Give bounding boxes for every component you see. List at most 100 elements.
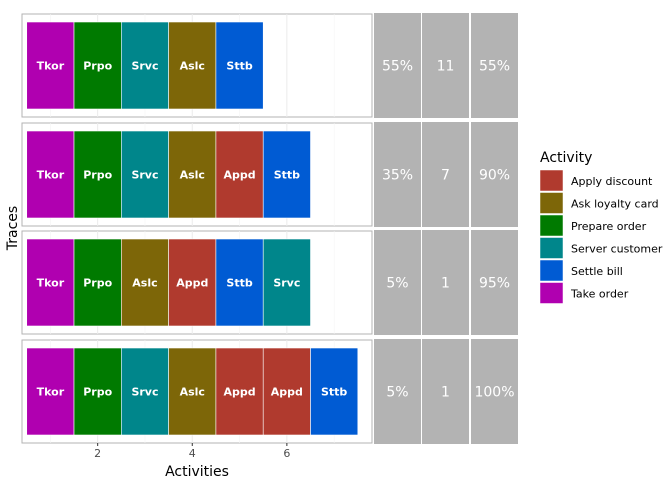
- activity-tile-label: Tkor: [37, 169, 65, 182]
- activity-tile: [215, 238, 264, 327]
- y-axis-title: Traces: [5, 206, 21, 251]
- legend-label: Server customer: [571, 243, 663, 256]
- relative-frequency-label: 5%: [386, 276, 408, 292]
- legend-label: Apply discount: [571, 175, 653, 188]
- stat-cell-background: [471, 339, 518, 444]
- x-tick-label: 6: [283, 447, 290, 460]
- activity-tile-label: Appd: [176, 277, 208, 290]
- legend-swatch: [539, 259, 564, 282]
- activity-tile: [26, 130, 75, 219]
- relative-frequency-label: 5%: [386, 385, 408, 401]
- legend-label: Settle bill: [571, 265, 623, 278]
- relative-frequency-cell: 5%: [374, 230, 421, 335]
- stat-cell-background: [422, 13, 469, 118]
- activity-tile: [121, 21, 169, 110]
- activity-tile-label: Prpo: [83, 386, 112, 399]
- legend-item: Apply discount: [539, 169, 653, 192]
- activity-tile-label: Prpo: [83, 60, 112, 73]
- relative-frequency-cell: 5%: [374, 339, 421, 444]
- stat-cell-background: [471, 122, 518, 227]
- absolute-frequency-cell: 11: [422, 13, 469, 118]
- relative-frequency-label: 35%: [382, 168, 413, 184]
- legend-item: Take order: [539, 282, 629, 304]
- absolute-frequency-cell: 1: [422, 230, 469, 335]
- legend-title: Activity: [540, 150, 592, 166]
- activity-tile: [26, 21, 75, 110]
- activity-tile: [168, 347, 217, 436]
- stat-cell-background: [422, 339, 469, 444]
- x-tick-label: 4: [189, 447, 196, 460]
- activity-tile: [262, 238, 311, 327]
- x-tick-label: 2: [94, 447, 101, 460]
- relative-frequency-cell: 55%: [374, 13, 421, 118]
- activity-tile: [121, 347, 169, 436]
- activity-tile-label: Srvc: [273, 277, 300, 290]
- legend-swatch: [539, 282, 564, 304]
- activity-tile-label: Aslc: [132, 277, 157, 290]
- x-axis-title: Activities: [165, 464, 229, 480]
- trace-panels: Tkor Prpo Srvc Aslc Sttb Tkor Prpo Srvc Aslc Appd…: [21, 13, 373, 444]
- trace-stat-panels: 55% 11 55% 35% 7 90% 5% 1 95% 5% 1 100%: [374, 13, 518, 444]
- activity-tile-label: Tkor: [37, 60, 65, 73]
- stat-cell-background: [374, 339, 421, 444]
- legend-item: Settle bill: [539, 259, 623, 282]
- activity-tile: [168, 238, 217, 327]
- absolute-frequency-label: 1: [441, 385, 450, 401]
- cumulative-frequency-cell: 90%: [471, 122, 518, 227]
- activity-tile: [121, 130, 169, 219]
- legend-item: Prepare order: [539, 214, 647, 237]
- cumulative-frequency-label: 55%: [479, 59, 510, 75]
- absolute-frequency-label: 7: [441, 168, 450, 184]
- activity-tile: [73, 21, 122, 110]
- activity-tile: [26, 238, 75, 327]
- legend-item: Ask loyalty card: [539, 192, 659, 214]
- stat-cell-background: [471, 13, 518, 118]
- legend-item: Server customer: [539, 237, 663, 259]
- activity-tile-label: Appd: [223, 169, 255, 182]
- cumulative-frequency-cell: 100%: [471, 339, 518, 444]
- activity-tile-label: Sttb: [226, 60, 252, 73]
- activity-tile: [73, 347, 122, 436]
- activity-tile-label: Prpo: [83, 169, 112, 182]
- absolute-frequency-label: 1: [441, 276, 450, 292]
- trace-panel: Tkor Prpo Srvc Aslc Sttb: [21, 13, 373, 118]
- cumulative-frequency-cell: 95%: [471, 230, 518, 335]
- legend-swatch: [539, 237, 564, 259]
- activity-tile: [168, 21, 217, 110]
- activity-tile: [73, 238, 122, 327]
- cumulative-frequency-label: 100%: [474, 385, 514, 401]
- legend-label: Ask loyalty card: [571, 198, 659, 211]
- trace-panel: Tkor Prpo Srvc Aslc Appd Sttb: [21, 122, 373, 227]
- relative-frequency-cell: 35%: [374, 122, 421, 227]
- activity-tile: [73, 130, 122, 219]
- legend-swatch: [539, 192, 564, 214]
- legend-label: Prepare order: [571, 220, 647, 233]
- trace-panel: Tkor Prpo Aslc Appd Sttb Srvc: [21, 230, 373, 335]
- x-axis: 2 4 6: [94, 443, 290, 460]
- activity-tile: [310, 347, 359, 436]
- activity-tile-label: Srvc: [131, 60, 158, 73]
- legend-swatch: [539, 214, 564, 237]
- stat-cell-background: [471, 230, 518, 335]
- activity-tile-label: Aslc: [180, 60, 205, 73]
- activity-tile-label: Aslc: [180, 386, 205, 399]
- activity-tile-label: Appd: [223, 386, 255, 399]
- activity-tile: [215, 347, 264, 436]
- activity-tile-label: Tkor: [37, 277, 65, 290]
- stat-cell-background: [374, 13, 421, 118]
- absolute-frequency-cell: 1: [422, 339, 469, 444]
- cumulative-frequency-label: 95%: [479, 276, 510, 292]
- stat-cell-background: [374, 230, 421, 335]
- activity-tile: [121, 238, 169, 327]
- stat-cell-background: [422, 122, 469, 227]
- activity-tile-label: Srvc: [131, 169, 158, 182]
- cumulative-frequency-label: 90%: [479, 168, 510, 184]
- activity-tile-label: Sttb: [226, 277, 252, 290]
- activity-tile-label: Appd: [271, 386, 303, 399]
- stat-cell-background: [374, 122, 421, 227]
- activity-tile: [215, 21, 264, 110]
- activity-tile-label: Srvc: [131, 386, 158, 399]
- activity-tile-label: Aslc: [180, 169, 205, 182]
- activity-tile: [215, 130, 264, 219]
